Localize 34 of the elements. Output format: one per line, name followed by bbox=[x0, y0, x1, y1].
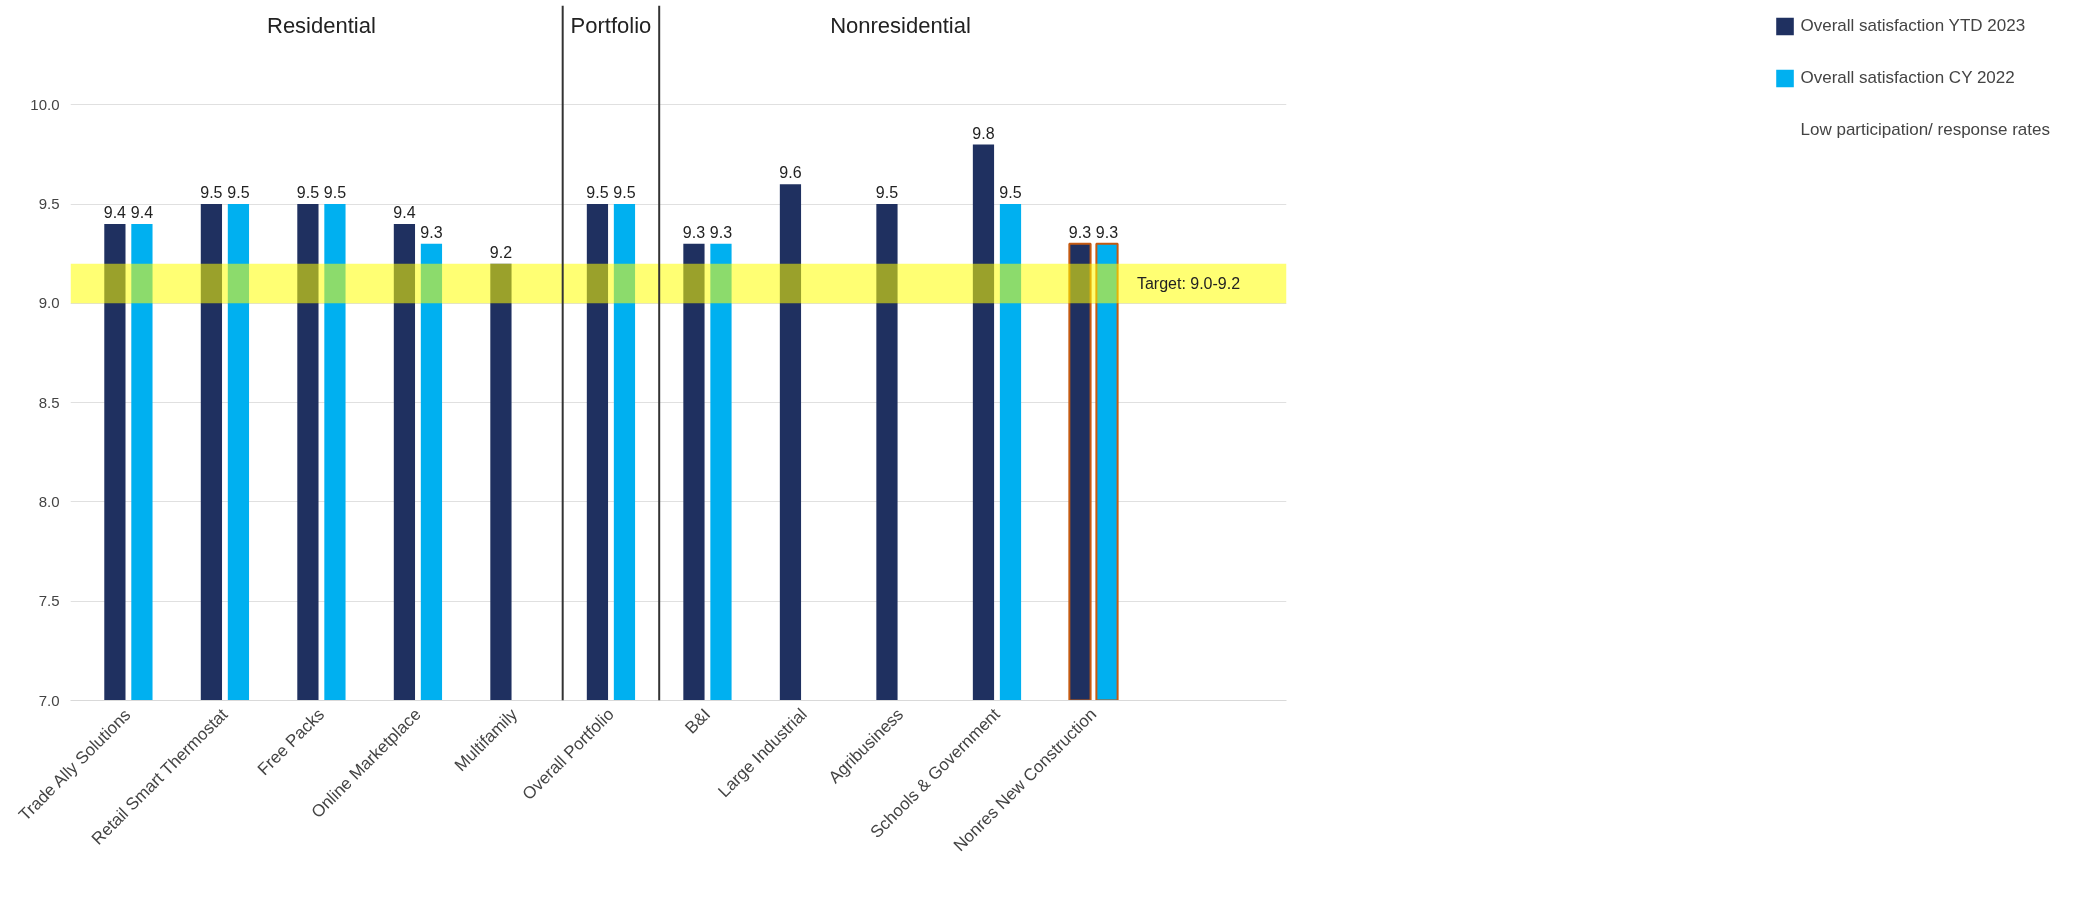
data-label: 9.5 bbox=[586, 184, 609, 202]
data-label: 9.8 bbox=[972, 124, 995, 142]
y-tick-label: 10.0 bbox=[30, 95, 60, 113]
data-label: 9.3 bbox=[709, 223, 733, 241]
data-label: 9.5 bbox=[296, 184, 320, 202]
annotation: Nonresidential bbox=[830, 12, 971, 38]
text: Low participation/ response rates bbox=[1800, 120, 2050, 140]
band-label: Target: 9.0-9.2 bbox=[1136, 275, 1241, 292]
data-label: 9.5 bbox=[875, 184, 899, 202]
data-label: 9.5 bbox=[613, 184, 636, 202]
data-label: 9.4 bbox=[103, 203, 127, 221]
annotation: Residential bbox=[267, 12, 376, 38]
data-label: 9.5 bbox=[200, 184, 223, 202]
legend-label: Overall satisfaction YTD 2023 bbox=[1800, 16, 2026, 36]
y-tick-label: 7.5 bbox=[38, 592, 60, 610]
data-label: 9.4 bbox=[130, 203, 154, 221]
data-label: 9.4 bbox=[393, 203, 416, 221]
data-label: 9.2 bbox=[489, 243, 513, 261]
x-tick-label: B&I bbox=[681, 704, 715, 738]
data-label: 9.3 bbox=[682, 223, 706, 241]
y-tick-label: 9.5 bbox=[38, 195, 60, 213]
data-label: 9.6 bbox=[779, 164, 802, 182]
data-label: 9.3 bbox=[1095, 223, 1119, 241]
data-label: 9.3 bbox=[1068, 223, 1092, 241]
y-tick-label: 9.0 bbox=[38, 294, 60, 312]
data-label: 9.5 bbox=[227, 184, 250, 202]
annotation: Portfolio bbox=[570, 12, 652, 38]
y-tick-label: 8.0 bbox=[38, 492, 60, 510]
data-label: 9.5 bbox=[323, 184, 347, 202]
data-label: 9.5 bbox=[999, 184, 1022, 202]
data-label: 9.3 bbox=[420, 223, 443, 241]
y-tick-label: 8.5 bbox=[38, 393, 60, 411]
legend-label: Overall satisfaction CY 2022 bbox=[1800, 68, 2015, 88]
y-tick-label: 7.0 bbox=[38, 691, 60, 709]
